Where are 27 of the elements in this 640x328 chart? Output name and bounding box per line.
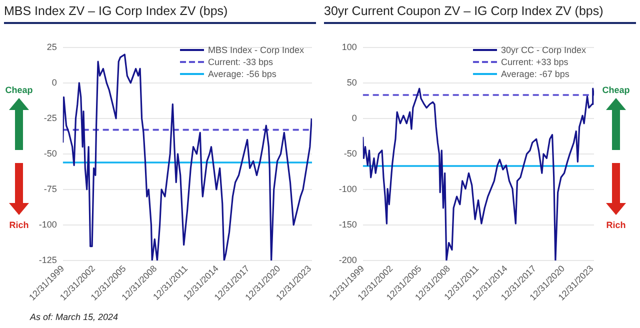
legend-label: Average: -56 bps [208,68,276,80]
chart-title: 30yr Current Coupon ZV – IG Corp Index ZV (bps) [324,4,636,24]
chart-title: MBS Index ZV – IG Corp Index ZV (bps) [4,4,316,24]
y-tick-label: 0 [352,112,357,123]
text: Rich [8,220,30,230]
legend-label: 30yr CC - Corp Index [500,44,586,56]
text: Cheap [4,85,34,95]
y-tick-label: 0 [52,77,57,88]
y-tick-label: 100 [342,42,357,52]
y-tick-label: -50 [44,148,57,158]
y-tick-label: -75 [44,184,57,194]
y-tick-label: -25 [44,112,57,123]
text: Rich [605,220,627,230]
y-tick-label: -100 [338,184,357,194]
y-tick-label: -150 [338,219,357,230]
y-tick-label: 25 [46,42,57,52]
legend-label: MBS Index - Corp Index [208,44,304,56]
legend-label: Current: -33 bps [208,56,273,68]
y-tick-label: -50 [344,148,357,158]
y-tick-label: 50 [346,77,357,88]
text: Cheap [601,85,631,95]
text: As of: March 15, 2024 [30,312,118,322]
y-tick-label: -200 [338,254,357,265]
legend-label: Current: +33 bps [500,56,568,68]
y-tick-label: -100 [38,219,57,230]
legend-label: Average: -67 bps [500,68,570,80]
y-tick-label: -125 [38,254,57,265]
